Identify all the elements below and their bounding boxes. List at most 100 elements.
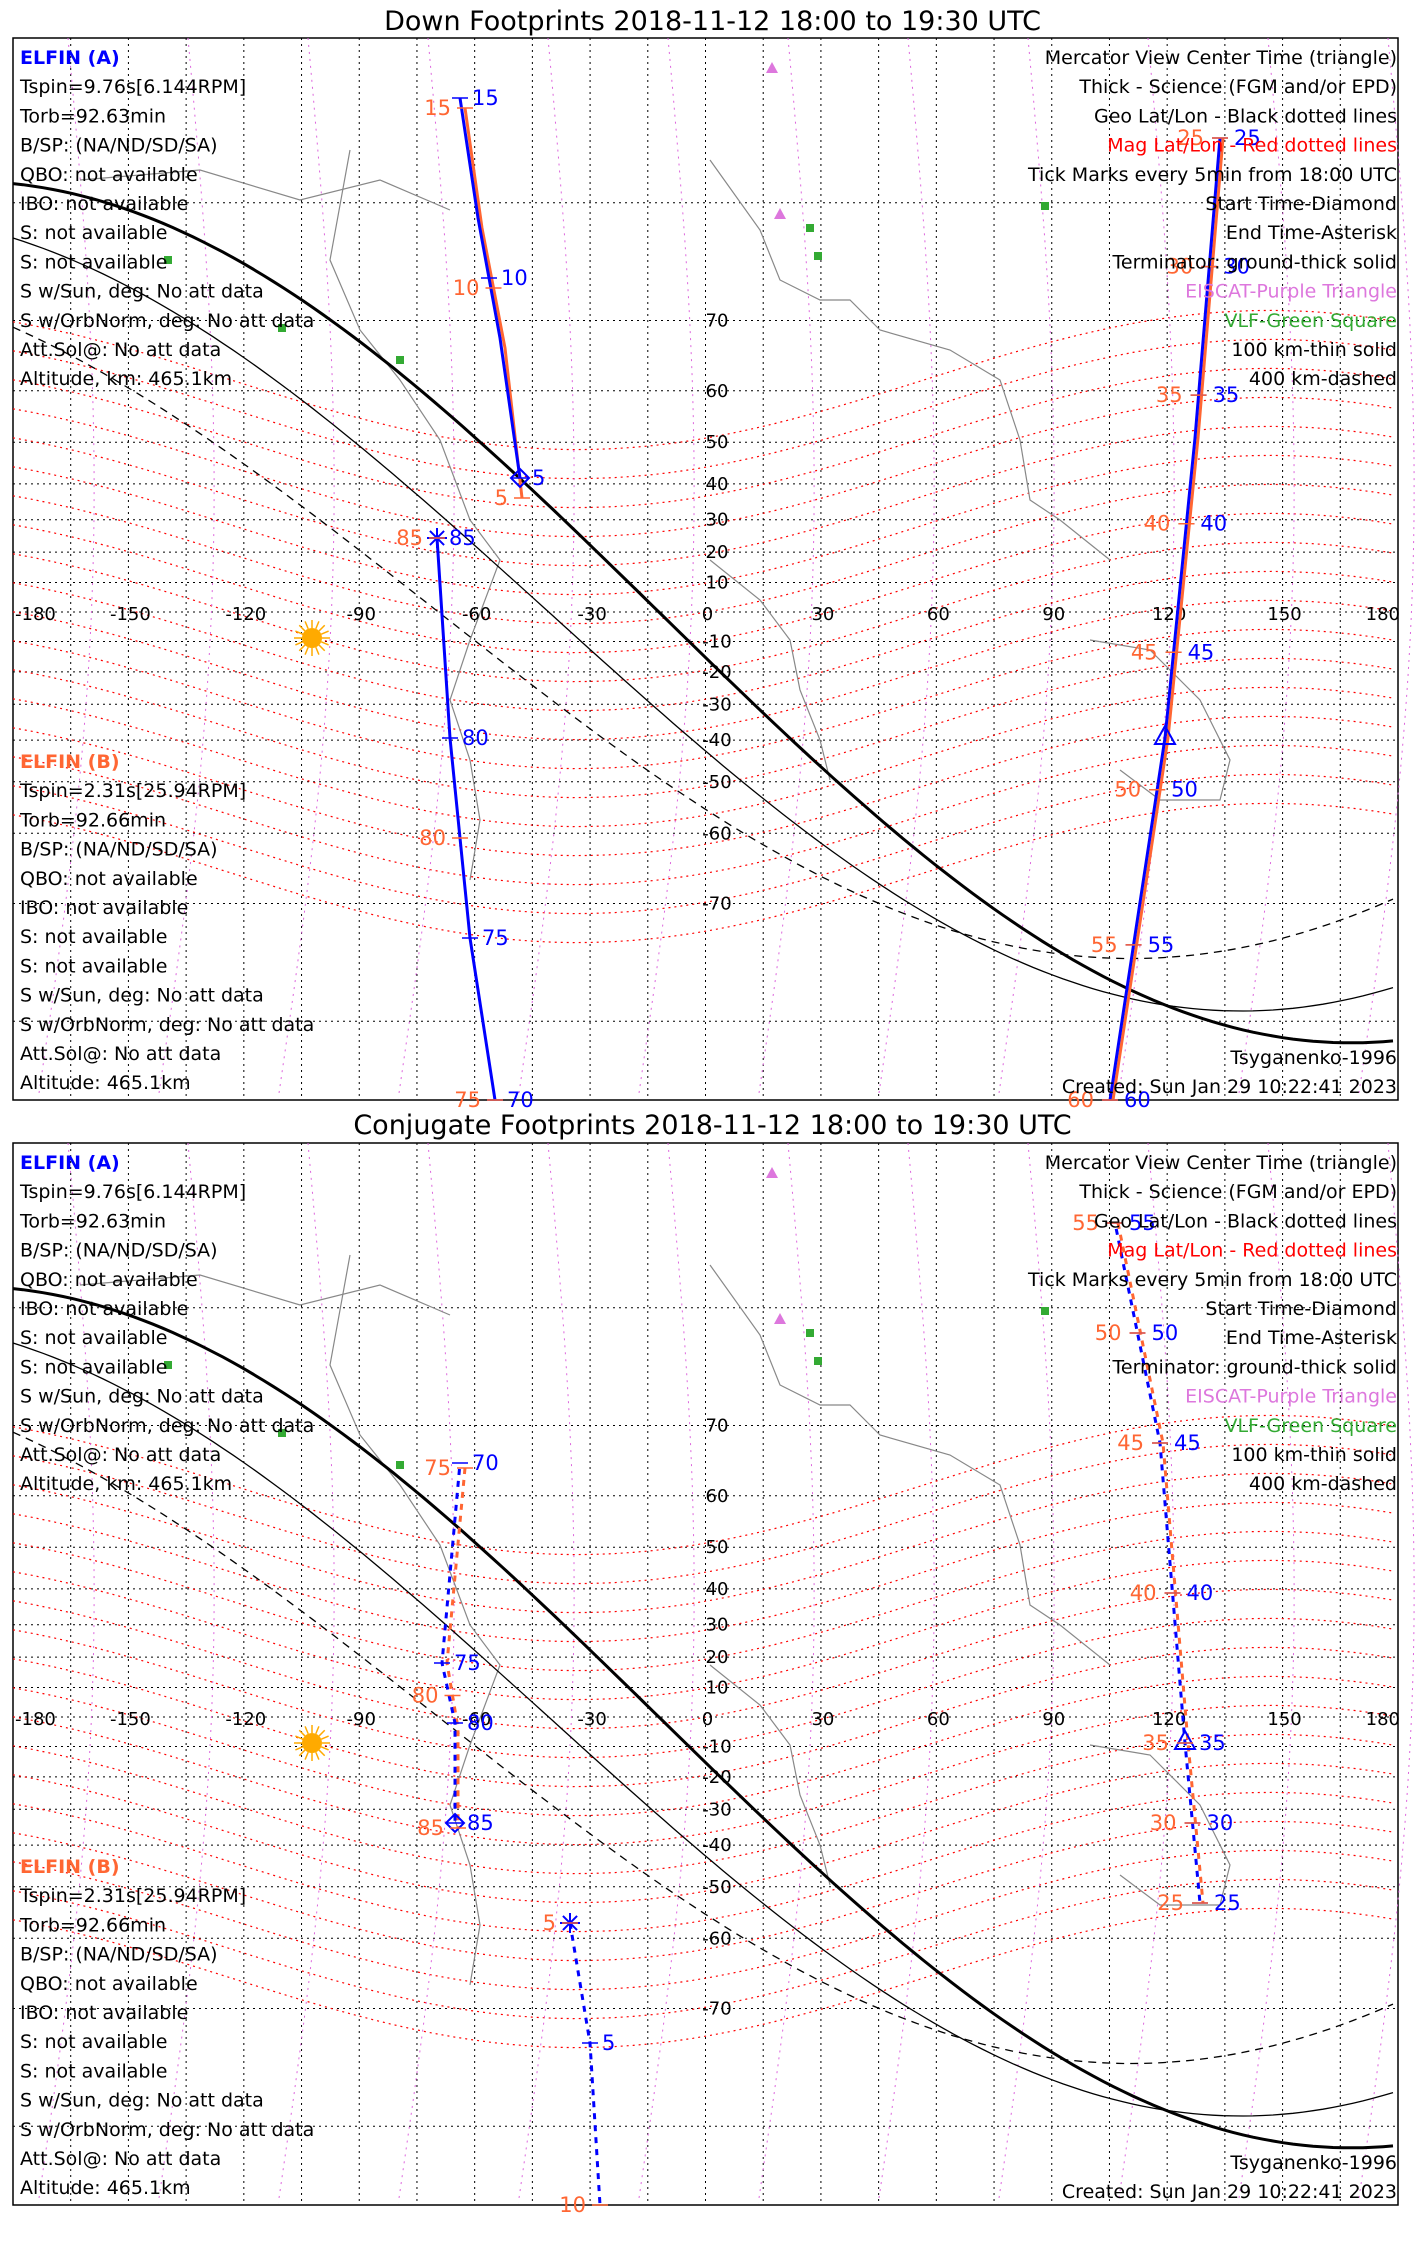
start-diamond [444,1812,466,1834]
model-label: Tsyganenko-1996 [1229,2152,1397,2174]
elfin-a-tick-label: 85 [467,1811,494,1835]
east-tick-label: 50 [1171,778,1198,802]
vlf-square [278,1429,286,1437]
sun-icon [294,620,330,656]
sun-ray [295,641,304,646]
elfin-a-tick-label: 70 [472,1451,499,1475]
legend-line: Mercator View Center Time (triangle) [1045,47,1397,69]
legend-line: 400 km-dashed [1249,1473,1397,1495]
mag-latitude-line [12,1820,1394,1962]
sun-ray [320,1735,329,1740]
panel-title-conjugate: Conjugate Footprints 2018-11-12 18:00 to… [353,1110,1072,1141]
lat-tick-label: 20 [706,1647,729,1668]
created-label: Created: Sun Jan 29 10:22:41 2023 [1062,1076,1397,1098]
legend-line: Terminator: ground-thick solid [1112,1356,1398,1378]
mag-longitude-line [397,1142,455,2204]
mag-latitude-line [12,744,1394,886]
east-tick-label: 55 [1129,1211,1156,1235]
legend-line: Geo Lat/Lon - Black dotted lines [1094,1210,1397,1232]
elfin-b-tick-label: 85 [449,526,476,550]
lon-tick-label: -120 [225,1709,266,1730]
east-mag-tick-label: 25 [1177,126,1204,150]
elfin-a-info-line: Att.Sol@: No att data [20,1444,221,1466]
terminator-ground [12,1287,1394,2150]
east-tick-label: 30 [1207,1811,1234,1835]
elfin-a-info-line: S: not available [20,1327,167,1349]
east-mag-tick-label: 40 [1144,512,1171,536]
sun-ray [298,1749,306,1757]
lat-tick-label: -30 [702,694,731,715]
lon-tick-label: 180 [1366,604,1400,625]
lat-tick-label: 10 [706,573,729,594]
elfin-a-info-line: Torb=92.63min [19,105,166,127]
east-tick-label: 40 [1200,512,1227,536]
sun-ray [298,624,306,632]
sun-ray [295,1735,304,1740]
sun-ray [318,1729,326,1737]
vlf-square [1041,202,1049,210]
lon-tick-label: -120 [225,604,266,625]
sun-icon [294,1725,330,1761]
sun-disc [302,628,322,648]
elfin-b-track [568,1922,602,2206]
coastline [709,159,1111,561]
vlf-square [1041,1307,1049,1315]
legend-line: End Time-Asterisk [1226,222,1397,244]
mag-latitude-line [12,1675,1394,1817]
eiscat-triangle [766,1167,778,1178]
elfin-a-mag-tick-label: 15 [424,96,451,120]
lat-tick-label: 20 [706,542,729,563]
mag-longitude-line [277,37,335,1099]
east-tick-label: 50 [1152,1321,1179,1345]
elfin-a-info-line: S w/OrbNorm, deg: No att data [20,310,314,332]
east-mag-tick-label: 55 [1072,1211,1099,1235]
legend-line: Tick Marks every 5min from 18:00 UTC [1027,1269,1397,1291]
vlf-square [396,1461,404,1469]
legend-line: Mag Lat/Lon - Red dotted lines [1107,1240,1397,1262]
mag-latitude-line [12,1791,1394,1933]
legend-line: EISCAT-Purple Triangle [1185,281,1397,303]
mag-latitude-line [12,1617,1394,1759]
mag-latitude-line [12,1849,1394,1991]
mag-longitude-line [517,37,575,1099]
sun-ray [315,646,320,655]
lon-tick-label: 150 [1267,604,1301,625]
elfin-a-name: ELFIN (A) [20,1152,120,1174]
eiscat-triangle [766,62,778,73]
sun-ray [298,1729,306,1737]
elfin-a-info-line: Torb=92.63min [19,1210,166,1232]
mag-latitude-line [12,570,1394,712]
elfin-b-mag-tick-label: 75 [454,1088,481,1112]
lat-tick-label: -20 [702,1767,731,1788]
coastline [79,169,451,211]
east-mag-tick-label: 45 [1131,640,1158,664]
elfin-a-tick-label: 15 [472,86,499,110]
lat-tick-label: 60 [706,381,729,402]
lat-tick-label: -70 [702,894,731,915]
lat-tick-label: -20 [702,662,731,683]
mag-latitude-line [12,657,1394,799]
elfin-b-info-line: S w/Sun, deg: No att data [20,2090,264,2112]
vlf-square [278,324,286,332]
elfin-a-tick-label: 5 [532,466,545,490]
lon-tick-label: -30 [577,1709,606,1730]
elfin-b-info-line: QBO: not available [20,1973,198,1995]
terminator-100km [12,1342,1394,2117]
vlf-square [164,256,172,264]
mag-longitude-line [877,37,935,1099]
elfin-a-info-line: S w/Sun, deg: No att data [20,281,264,303]
sun-ray [304,646,309,655]
elfin-b-tick-label: 75 [482,926,509,950]
lon-tick-label: 0 [702,604,713,625]
lat-tick-label: -50 [702,1877,731,1898]
mag-longitude-line [637,1142,695,2204]
elfin-a-info-line: Att.Sol@: No att data [20,339,221,361]
lon-tick-label: -30 [577,604,606,625]
legend-line: Mag Lat/Lon - Red dotted lines [1107,135,1397,157]
mag-longitude-line [277,1142,335,2204]
legend-line: End Time-Asterisk [1226,1327,1397,1349]
elfin-a-info-line: S w/Sun, deg: No att data [20,1386,264,1408]
east-tick-label: 60 [1124,1088,1151,1112]
mag-latitude-line [12,1907,1394,2049]
mag-latitude-line [12,1646,1394,1788]
